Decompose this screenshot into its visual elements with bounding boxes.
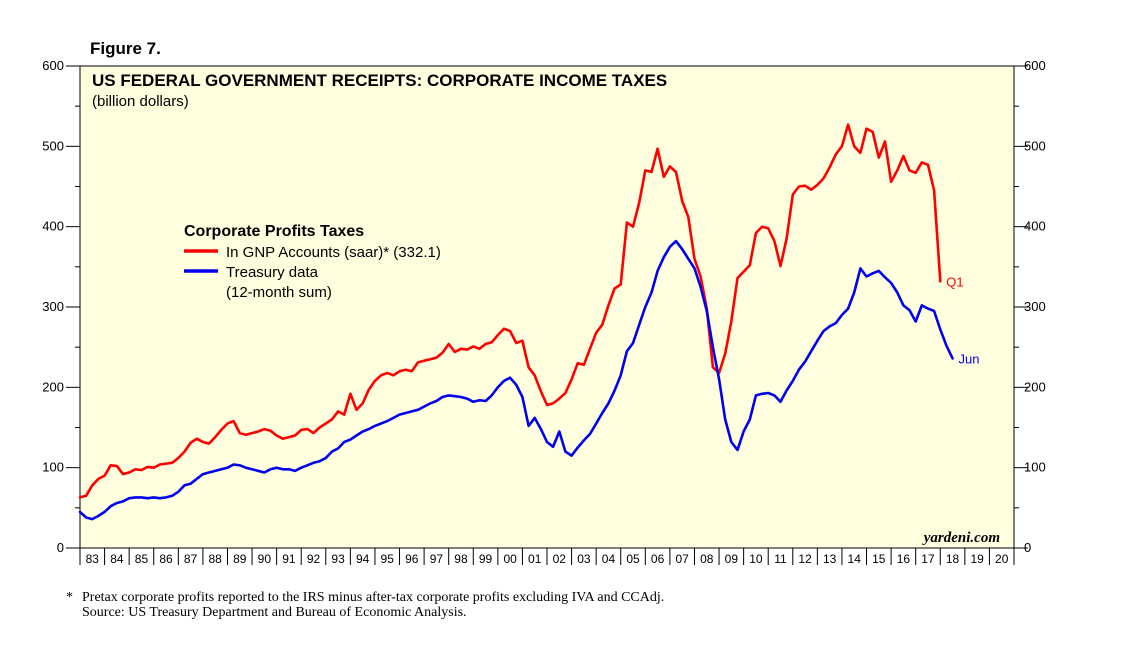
series-line-treasury-data [78, 239, 954, 521]
x-tick-label: 18 [946, 552, 960, 566]
x-tick-label: 13 [823, 552, 837, 566]
y-tick-label-right: 500 [1024, 138, 1046, 153]
x-tick-label: 02 [553, 552, 567, 566]
x-tick-label: 94 [356, 552, 370, 566]
x-tick-label: 85 [135, 552, 149, 566]
x-tick-label: 89 [233, 552, 247, 566]
footnote-line-1: Pretax corporate profits reported to the… [82, 590, 664, 605]
y-tick-label-right: 100 [1024, 460, 1046, 475]
y-tick-label-right: 0 [1024, 540, 1031, 555]
x-tick-label: 11 [774, 552, 787, 566]
series-layer [78, 123, 954, 521]
legend-label-treasury: Treasury data [226, 264, 319, 281]
y-tick-label-right: 300 [1024, 299, 1046, 314]
series-end-label-q1: Q1 [946, 274, 963, 289]
x-tick-label: 84 [110, 552, 124, 566]
legend-label-gnp: In GNP Accounts (saar)* (332.1) [226, 244, 441, 261]
y-tick-label-left: 600 [42, 58, 64, 73]
x-tick-label: 92 [307, 552, 321, 566]
y-tick-label-right: 200 [1024, 379, 1046, 394]
x-tick-label: 04 [602, 552, 616, 566]
x-tick-label: 95 [381, 552, 395, 566]
x-tick-label: 00 [503, 552, 517, 566]
x-tick-label: 91 [282, 552, 296, 566]
x-tick-label: 16 [897, 552, 911, 566]
y-tick-label-left: 400 [42, 219, 64, 234]
y-tick-label-left: 300 [42, 299, 64, 314]
y-tick-label-left: 0 [57, 540, 64, 555]
x-tick-label: 99 [479, 552, 493, 566]
y-tick-label-right: 400 [1024, 219, 1046, 234]
x-tick-label: 19 [970, 552, 984, 566]
x-tick-label: 12 [798, 552, 812, 566]
y-axis-right: 0 100 200 300 400 500 600 [1014, 58, 1046, 555]
legend: Corporate Profits Taxes In GNP Accounts … [184, 223, 441, 301]
x-tick-label: 08 [700, 552, 714, 566]
x-tick-label: 98 [454, 552, 468, 566]
x-tick-label: 17 [921, 552, 935, 566]
x-axis: 83 84 85 86 87 88 89 90 91 92 93 94 95 96 97 98 99 00 01 02… [79, 548, 1015, 566]
figure-label: Figure 7. [90, 39, 161, 58]
x-tick-label: 87 [184, 552, 198, 566]
x-tick-label: 05 [626, 552, 640, 566]
chart-subtitle: (billion dollars) [92, 93, 189, 110]
legend-label-treasury-sub: (12-month sum) [226, 284, 332, 301]
x-tick-label: 15 [872, 552, 886, 566]
x-tick-label: 93 [331, 552, 345, 566]
chart-title: US FEDERAL GOVERNMENT RECEIPTS: CORPORAT… [92, 71, 667, 90]
x-tick-label: 88 [209, 552, 223, 566]
plot-area [79, 65, 1015, 549]
series-end-label-jun: Jun [959, 351, 980, 366]
x-tick-label: 06 [651, 552, 665, 566]
x-tick-label: 14 [848, 552, 862, 566]
x-tick-label: 01 [528, 552, 542, 566]
x-tick-label: 97 [430, 552, 444, 566]
x-tick-label: 07 [676, 552, 690, 566]
x-tick-label: 90 [258, 552, 272, 566]
credit-label: yardeni.com [922, 530, 1000, 546]
x-tick-label: 03 [577, 552, 591, 566]
x-tick-label: 20 [995, 552, 1009, 566]
x-tick-label: 09 [725, 552, 739, 566]
y-tick-label-left: 200 [42, 379, 64, 394]
y-tick-label-right: 600 [1024, 58, 1046, 73]
footnote-marker: * [66, 590, 73, 605]
x-tick-label: 10 [749, 552, 763, 566]
x-tick-label: 83 [86, 552, 100, 566]
footnote-line-2: Source: US Treasury Department and Burea… [82, 605, 467, 620]
x-tick-label: 86 [159, 552, 173, 566]
y-tick-label-left: 500 [42, 138, 64, 153]
y-axis-left: 0 100 200 300 400 500 600 [42, 58, 80, 555]
series-line-gnp-accounts [78, 123, 942, 499]
legend-title: Corporate Profits Taxes [184, 223, 364, 240]
y-tick-label-left: 100 [42, 460, 64, 475]
x-tick-label: 96 [405, 552, 419, 566]
